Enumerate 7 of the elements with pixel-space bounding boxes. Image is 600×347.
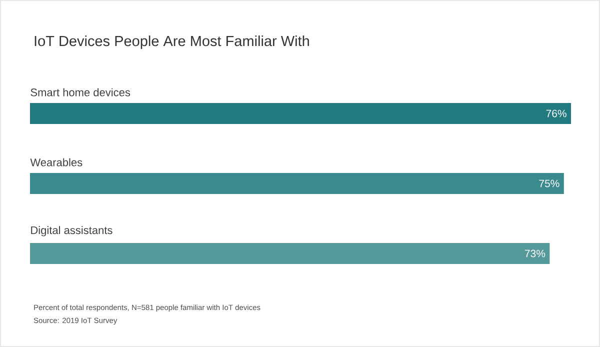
data-label: 76%: [546, 110, 566, 118]
chart-title: IoT Devices People Are Most Familiar With: [34, 36, 309, 50]
data-label: 75%: [539, 180, 560, 188]
y-tick-label: Wearables: [30, 158, 82, 166]
y-tick-label: Digital assistants: [31, 226, 112, 236]
data-label: 73%: [524, 250, 546, 258]
y-tick-label: Smart home devices: [30, 88, 130, 96]
